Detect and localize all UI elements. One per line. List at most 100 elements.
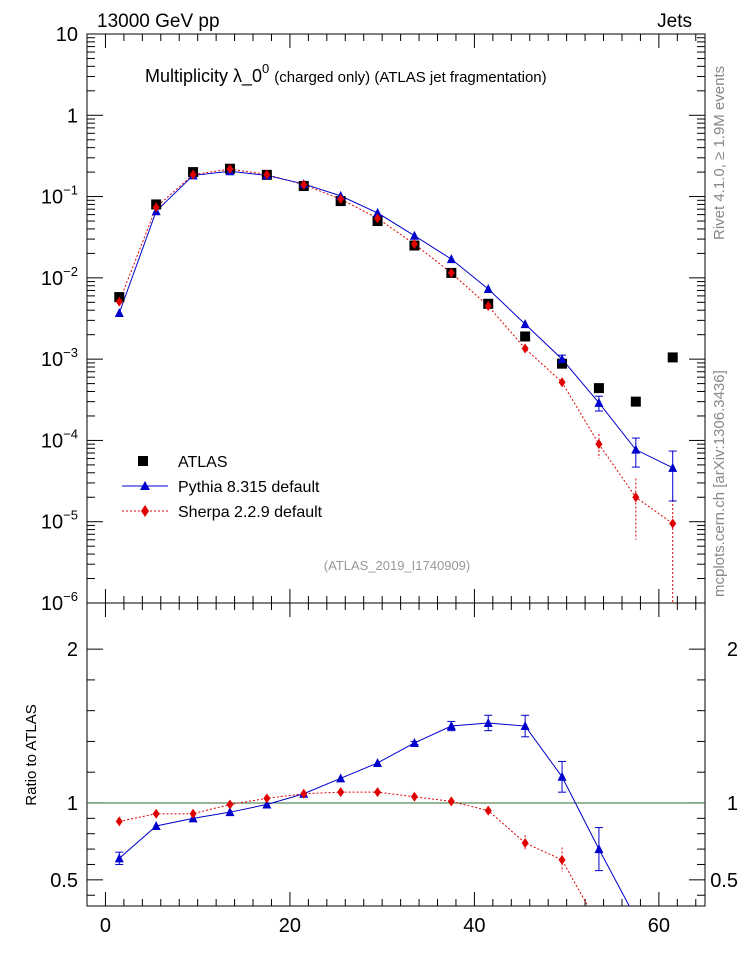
tick-exponent: −3 — [63, 345, 78, 360]
pythia-main-point — [446, 254, 456, 264]
main-series-layer — [114, 163, 678, 603]
sherpa-ratio-point — [300, 788, 308, 799]
pythia-ratio-point — [151, 821, 161, 831]
legend-label-sherpa: Sherpa 2.2.9 default — [178, 504, 323, 521]
sherpa-main-point — [558, 377, 566, 388]
sherpa-main-point — [263, 169, 271, 180]
tick-base: 1 — [67, 105, 78, 127]
ratio-panel: 0.5 0.51 12 20 20 40 60 Ratio to ATLAS — [23, 602, 738, 937]
sherpa-main-point — [115, 296, 123, 307]
sherpa-main-point — [189, 169, 197, 180]
tick-base: 10 — [41, 349, 63, 371]
sherpa-ratio-point — [152, 808, 160, 819]
sherpa-main-point — [152, 202, 160, 213]
tick-base: 10 — [41, 593, 63, 615]
sherpa-ratio-point — [484, 805, 492, 816]
main-y-tick-label: 10−3 — [41, 345, 78, 371]
legend-diamond-marker — [141, 505, 149, 517]
tick-base: 10 — [41, 268, 63, 290]
sherpa-ratio-point — [410, 791, 418, 802]
pythia-main-line — [118, 170, 673, 469]
sherpa-main-point — [521, 343, 529, 354]
sherpa-ratio-point — [374, 787, 382, 798]
ratio-frame — [86, 602, 706, 907]
legend-square-marker — [138, 456, 148, 466]
rivet-label: Rivet 4.1.0, ≥ 1.9M events — [711, 66, 728, 240]
pythia-main-point — [557, 354, 567, 364]
ratio-y-tick-label-right: 1 — [727, 793, 738, 815]
sherpa-main-point — [447, 267, 455, 278]
sherpa-ratio-line — [119, 791, 589, 906]
tick-exponent: −4 — [63, 426, 78, 441]
pythia-ratio-point — [114, 853, 124, 863]
ratio-axis-ticks — [87, 603, 705, 906]
sherpa-main-point — [632, 492, 640, 503]
pythia-ratio-point — [262, 799, 272, 809]
tick-exponent: −6 — [63, 589, 78, 604]
pythia-ratio-point — [409, 737, 419, 747]
pythia-main-point — [409, 230, 419, 240]
sherpa-main-line — [118, 168, 674, 524]
sherpa-ratio-point — [263, 793, 271, 804]
pythia-ratio-point — [483, 717, 493, 727]
main-title-text: Multiplicity λ_0 — [145, 66, 262, 87]
tick-exponent: −5 — [63, 508, 78, 523]
atlas-data-point — [593, 383, 604, 394]
main-y-tick-label: 10−6 — [41, 589, 78, 615]
pythia-main-point — [114, 307, 124, 317]
legend-item-sherpa: Sherpa 2.2.9 default — [122, 504, 323, 521]
pythia-ratio-point — [557, 771, 567, 781]
sherpa-main-point — [669, 518, 677, 529]
atlas-data-point — [630, 396, 641, 407]
ratio-y-tick-label: 2 — [67, 639, 78, 661]
main-title-sub: (charged only) (ATLAS jet fragmentation) — [274, 69, 546, 86]
pythia-ratio-point — [225, 807, 235, 817]
header-right: Jets — [657, 11, 692, 32]
ratio-y-tick-label-right: 0.5 — [710, 870, 738, 892]
sherpa-main-point — [226, 164, 234, 175]
main-y-tick-label: 10−5 — [41, 508, 78, 534]
pythia-ratio-point — [631, 913, 640, 922]
ratio-series-group — [87, 714, 705, 922]
sherpa-ratio-point — [521, 837, 529, 848]
main-y-tick-label: 10−4 — [41, 426, 78, 452]
pythia-main-point — [483, 283, 493, 293]
pythia-ratio-point — [446, 721, 456, 731]
pythia-main-point — [520, 319, 530, 329]
main-title: Multiplicity λ_00 (charged only) (ATLAS j… — [145, 61, 547, 87]
sherpa-main-point — [300, 179, 308, 190]
main-y-tick-label: 1 — [67, 105, 78, 127]
tick-exponent: −2 — [63, 264, 78, 279]
atlas-data-point — [557, 358, 568, 369]
legend-item-pythia: Pythia 8.315 default — [122, 479, 320, 496]
ratio-ylabel: Ratio to ATLAS — [23, 704, 40, 805]
pythia-main-point — [668, 462, 678, 472]
ratio-x-tick-label: 20 — [279, 915, 301, 937]
atlas-data-point — [520, 331, 531, 342]
tick-base: 10 — [41, 187, 63, 209]
main-axis-ticks — [87, 33, 705, 604]
sherpa-main-point — [337, 194, 345, 205]
tick-base: 10 — [41, 430, 63, 452]
sherpa-ratio-point — [189, 808, 197, 819]
header-left: 13000 GeV pp — [97, 11, 220, 32]
sherpa-main-point — [484, 301, 492, 312]
ratio-y-tick-label-right: 2 — [727, 639, 738, 661]
main-title-sup: 0 — [262, 61, 269, 76]
ratio-x-tick-label: 60 — [648, 915, 670, 937]
pythia-main-point — [373, 207, 383, 217]
pythia-ratio-point — [336, 773, 346, 783]
pythia-ratio-point — [520, 721, 530, 731]
main-y-tick-label: 10 — [56, 24, 78, 46]
legend: ATLAS Pythia 8.315 default Sherpa 2.2.9 … — [122, 454, 323, 521]
pythia-main-point — [631, 444, 641, 454]
mcplots-label: mcplots.cern.ch [arXiv:1306.3436] — [711, 370, 728, 597]
legend-label-pythia: Pythia 8.315 default — [178, 479, 320, 496]
ratio-x-tick-label: 0 — [100, 915, 111, 937]
pythia-main-point — [594, 397, 604, 407]
pythia-ratio-point — [594, 844, 604, 854]
ratio-y-tick-label: 0.5 — [50, 870, 78, 892]
